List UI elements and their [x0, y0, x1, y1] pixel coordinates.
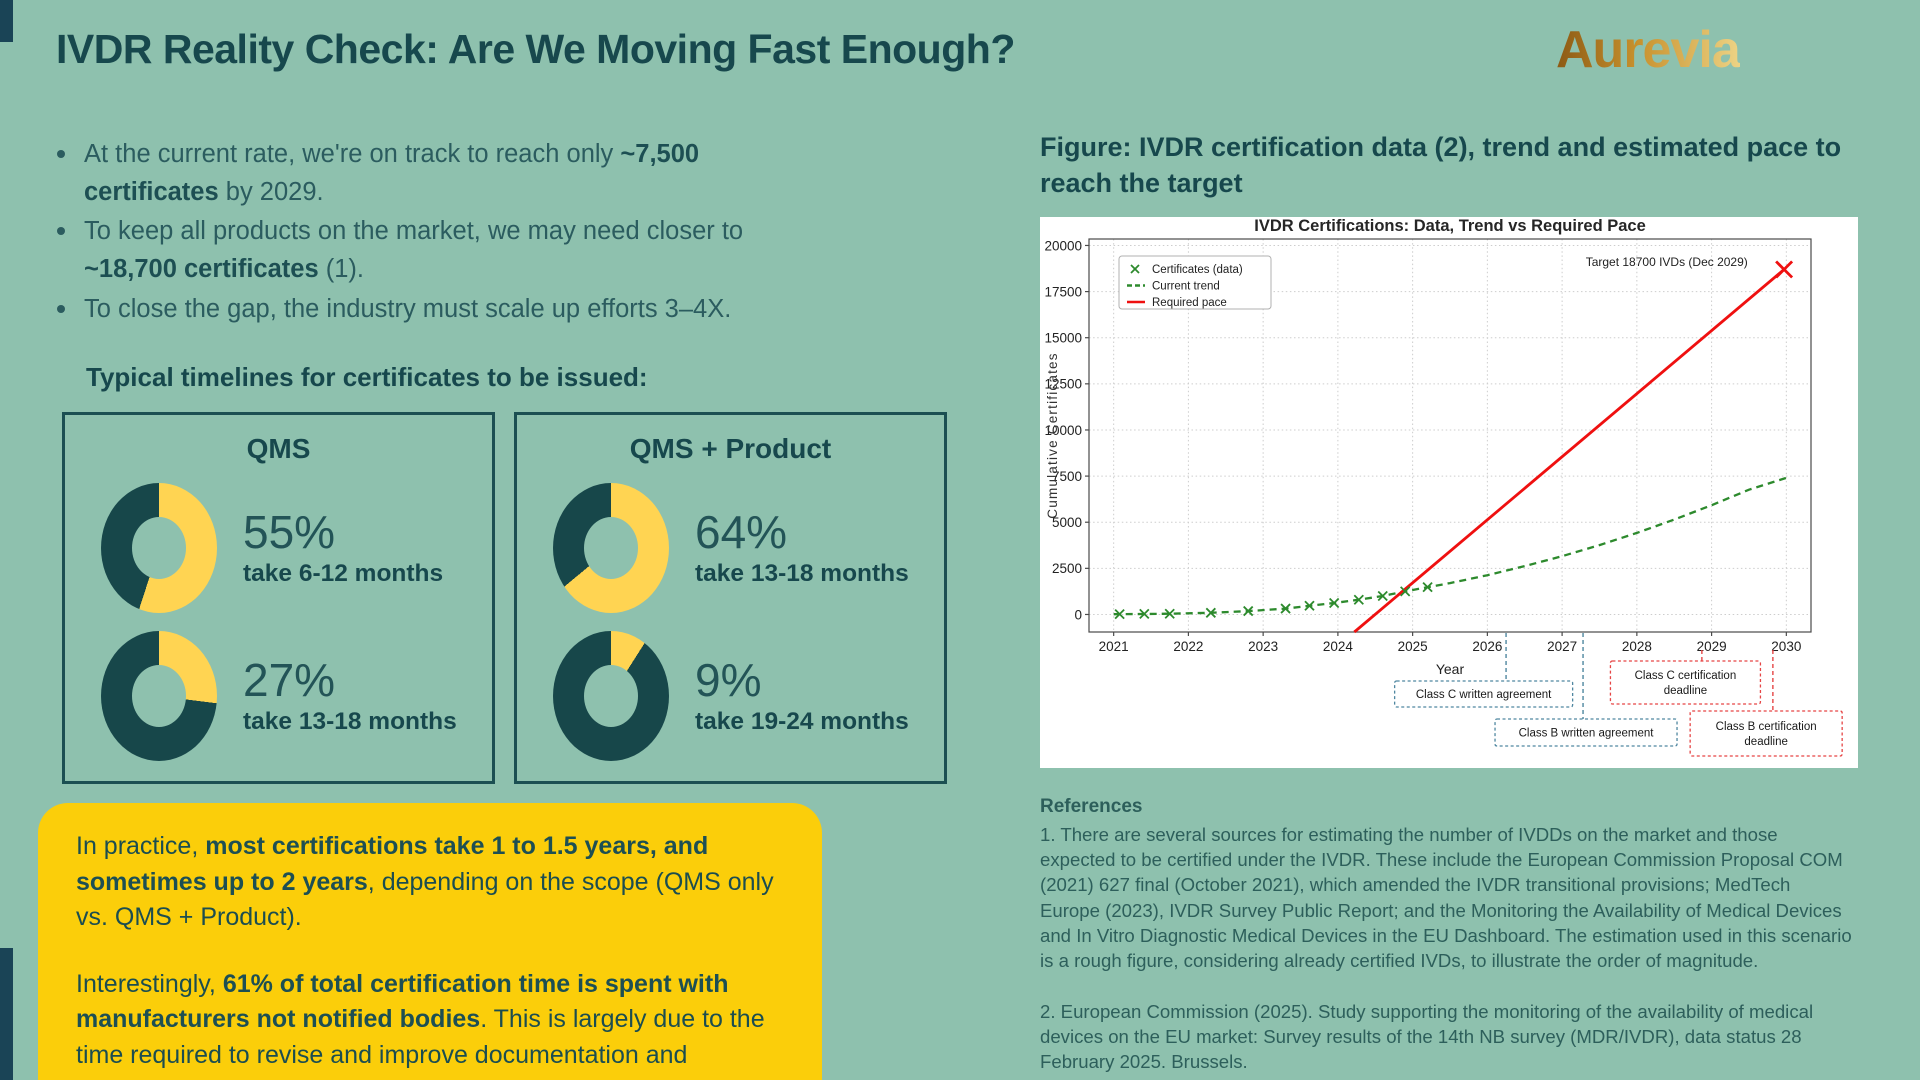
timeline-box-title: QMS [246, 433, 311, 464]
svg-text:17500: 17500 [1044, 284, 1082, 299]
svg-text:Certificates (data): Certificates (data) [1152, 264, 1243, 276]
timeline-box-qms: QMS 55% take 6-12 months 27% take 13-18 … [62, 412, 495, 784]
practice-callout: In practice, most certifications take 1 … [38, 803, 822, 1080]
svg-text:Current trend: Current trend [1152, 281, 1220, 293]
timeline-box-qms-product: QMS + Product 64% take 13-18 months 9% t… [514, 412, 947, 784]
callout-paragraph: In practice, most certifications take 1 … [76, 832, 774, 931]
svg-text:2023: 2023 [1248, 639, 1278, 654]
donut-chart [101, 483, 217, 613]
bullet-dot [57, 150, 65, 158]
svg-text:Target 18700 IVDs (Dec 2029): Target 18700 IVDs (Dec 2029) [1586, 255, 1748, 269]
stat-percentage: 27% [243, 653, 336, 706]
left-accent-bar-top [0, 0, 13, 42]
stat-percentage: 64% [695, 505, 788, 558]
stat-percentage: 9% [695, 653, 762, 706]
donut-hole [132, 517, 186, 579]
brand-logo: Aurevia [1556, 21, 1741, 79]
svg-text:deadline: deadline [1664, 685, 1707, 697]
svg-text:2026: 2026 [1472, 639, 1502, 654]
stat-label: take 13-18 months [243, 708, 457, 736]
svg-text:2029: 2029 [1697, 639, 1727, 654]
svg-text:20000: 20000 [1044, 238, 1082, 253]
svg-text:12500: 12500 [1044, 377, 1082, 392]
svg-text:15000: 15000 [1044, 331, 1082, 346]
bullet-dot [57, 227, 65, 236]
stat-row: 9% take 19-24 months [517, 627, 944, 765]
key-points-list: At the current rate, we're on track to r… [57, 136, 819, 331]
svg-text:deadline: deadline [1744, 736, 1787, 748]
bullet-text: To close the gap, the industry must scal… [84, 294, 732, 323]
bullet-dot [57, 304, 65, 313]
stat-label: take 19-24 months [695, 708, 909, 736]
svg-text:Cumulative Certificates: Cumulative Certificates [1045, 352, 1060, 518]
svg-text:2025: 2025 [1398, 639, 1428, 654]
svg-text:Class B written agreement: Class B written agreement [1519, 728, 1655, 740]
list-item: At the current rate, we're on track to r… [57, 136, 819, 211]
stat-row: 55% take 6-12 months [65, 479, 492, 617]
timeline-boxes: QMS 55% take 6-12 months 27% take 13-18 … [62, 412, 947, 784]
stat-row: 64% take 13-18 months [517, 479, 944, 617]
svg-text:Class C certification: Class C certification [1635, 670, 1737, 682]
stat-label: take 6-12 months [243, 560, 444, 588]
svg-text:10000: 10000 [1044, 423, 1082, 438]
svg-text:Class B certification: Class B certification [1716, 721, 1817, 733]
svg-text:0: 0 [1074, 607, 1082, 622]
svg-text:Required pace: Required pace [1152, 297, 1227, 309]
left-accent-bar-bottom [0, 948, 13, 1080]
donut-hole [584, 665, 638, 727]
svg-text:2021: 2021 [1099, 639, 1129, 654]
reference-item: 1. There are several sources for estimat… [1040, 823, 1852, 972]
stat-percentage: 55% [243, 505, 336, 558]
donut-hole [132, 665, 186, 727]
page-title: IVDR Reality Check: Are We Moving Fast E… [56, 26, 1015, 72]
list-item: To keep all products on the market, we m… [57, 213, 819, 288]
list-item: To close the gap, the industry must scal… [57, 291, 819, 329]
donut-chart [101, 631, 217, 761]
svg-text:7500: 7500 [1052, 469, 1082, 484]
timelines-heading: Typical timelines for certificates to be… [86, 362, 648, 392]
references-section: References 1. There are several sources … [1040, 794, 1852, 1074]
donut-chart [553, 483, 669, 613]
svg-text:IVDR Certifications: Data, Tre: IVDR Certifications: Data, Trend vs Requ… [1254, 217, 1646, 235]
donut-hole [584, 517, 638, 579]
svg-text:Class C written agreement: Class C written agreement [1416, 689, 1552, 701]
timeline-box-title: QMS + Product [629, 433, 832, 464]
certification-chart: 2021 2022 2023 2024 2025 2026 2027 2028 2029 2030… [1040, 217, 1858, 772]
svg-text:5000: 5000 [1052, 515, 1082, 530]
reference-item: 2. European Commission (2025). Study sup… [1040, 1000, 1814, 1073]
svg-text:2027: 2027 [1547, 639, 1577, 654]
donut-chart [553, 631, 669, 761]
svg-text:2028: 2028 [1622, 639, 1652, 654]
bullet-text: At the current rate, we're on track to r… [84, 140, 700, 206]
figure-heading: Figure: IVDR certification data (2), tre… [1040, 132, 1842, 198]
references-heading: References [1040, 796, 1143, 817]
svg-text:2030: 2030 [1771, 639, 1801, 654]
svg-text:2024: 2024 [1323, 639, 1354, 654]
certification-chart-panel: 2021 2022 2023 2024 2025 2026 2027 2028 2029 2030… [1040, 217, 1858, 768]
svg-text:2022: 2022 [1173, 639, 1203, 654]
stat-label: take 13-18 months [695, 560, 909, 588]
bullet-text: To keep all products on the market, we m… [84, 217, 744, 284]
callout-paragraph: Interestingly, 61% of total certificatio… [76, 969, 765, 1080]
stat-row: 27% take 13-18 months [65, 627, 492, 765]
svg-text:Year: Year [1436, 661, 1465, 677]
svg-text:2500: 2500 [1052, 561, 1082, 576]
